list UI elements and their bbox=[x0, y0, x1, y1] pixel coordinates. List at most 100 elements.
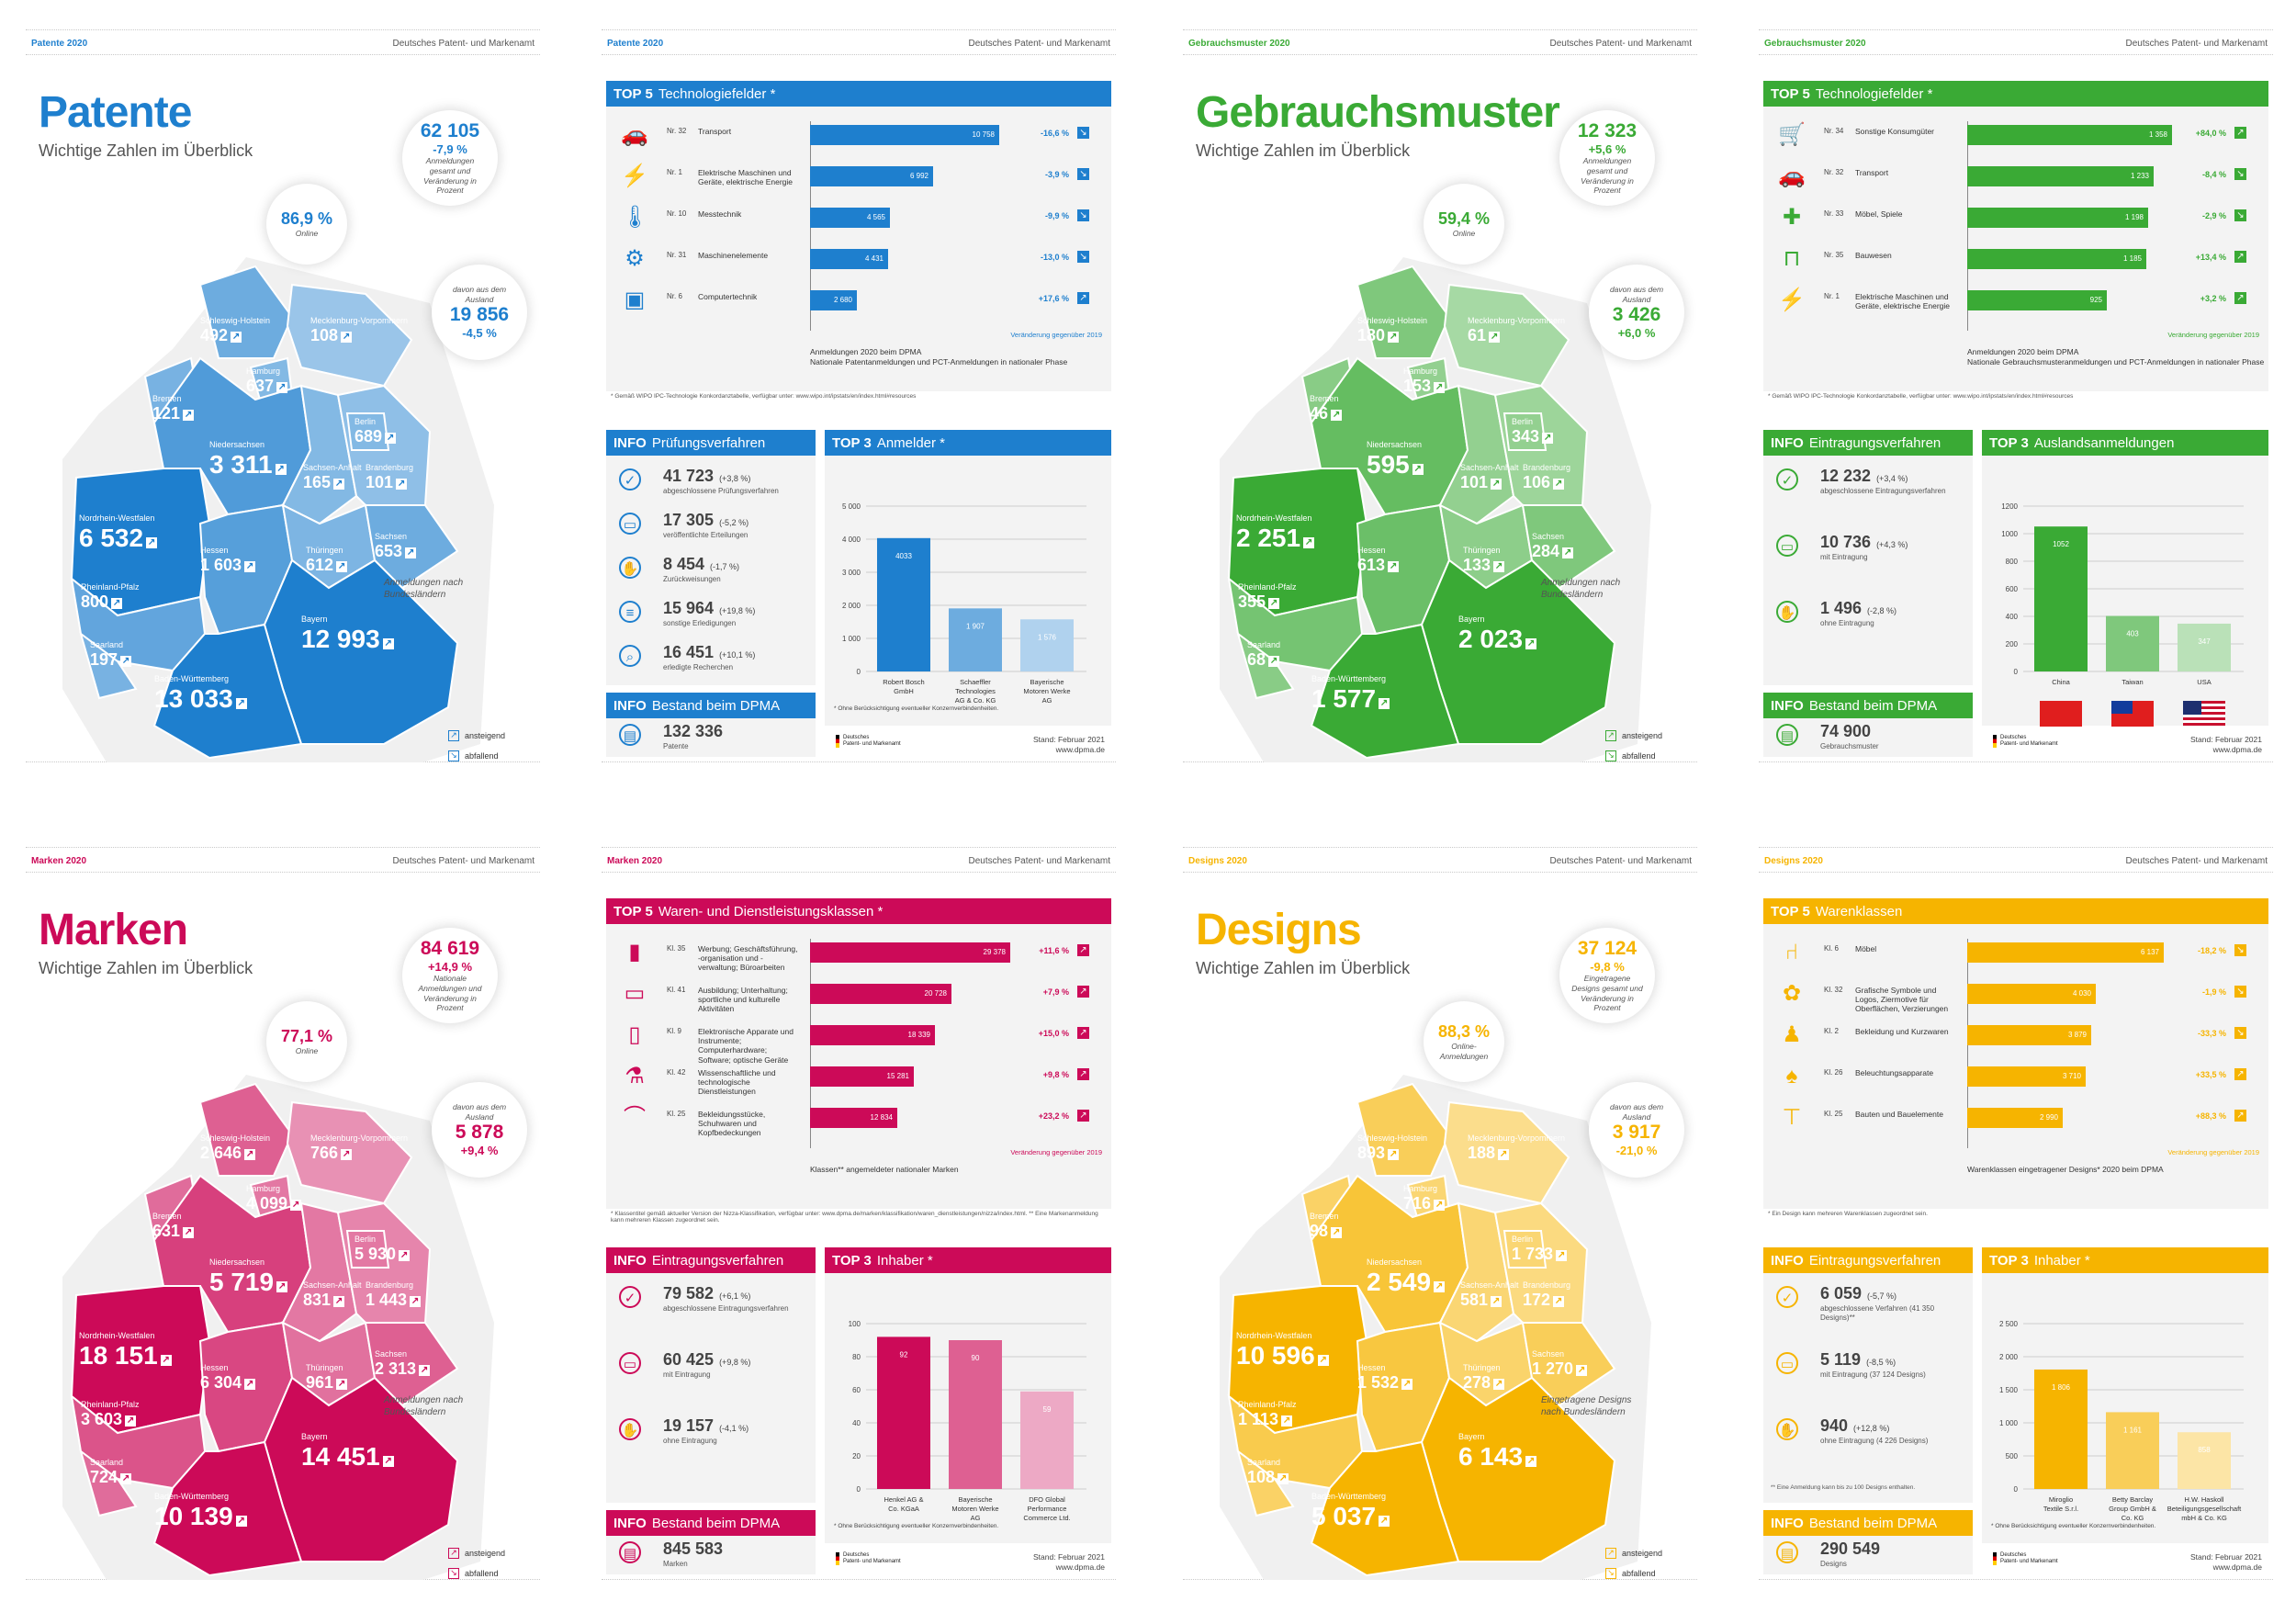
state-he-label[interactable]: Hessen613↗ bbox=[1357, 547, 1399, 575]
trend-legend: ↗ansteigend↘abfallend bbox=[448, 726, 505, 766]
state-be-label[interactable]: Berlin343↗ bbox=[1512, 418, 1553, 446]
trend-arrow-icon: ↗ bbox=[1318, 1355, 1329, 1366]
top3-bar[interactable] bbox=[2106, 616, 2159, 671]
state-mv-label[interactable]: Mecklenburg-Vorpommern108↗ bbox=[310, 317, 408, 345]
state-sh-label[interactable]: Schleswig-Holstein492↗ bbox=[200, 317, 270, 345]
state-sl-label[interactable]: Saarland724↗ bbox=[90, 1459, 131, 1487]
state-sl-label[interactable]: Saarland108↗ bbox=[1247, 1459, 1289, 1487]
state-ni-label[interactable]: Niedersachsen2 549↗ bbox=[1367, 1258, 1445, 1297]
state-sl-label[interactable]: Saarland197↗ bbox=[90, 641, 131, 670]
state-hb-label[interactable]: Bremen98↗ bbox=[1310, 1212, 1342, 1241]
state-be-label[interactable]: Berlin5 930↗ bbox=[355, 1235, 410, 1264]
state-rp-label[interactable]: Rheinland-Pfalz800↗ bbox=[81, 583, 140, 612]
state-rp-label[interactable]: Rheinland-Pfalz355↗ bbox=[1238, 583, 1297, 612]
state-st-label[interactable]: Sachsen-Anhalt831↗ bbox=[303, 1281, 362, 1310]
top3-bar[interactable] bbox=[1020, 619, 1074, 671]
y-tick-label: 3 000 bbox=[842, 569, 861, 577]
state-sn-label[interactable]: Sachsen1 270↗ bbox=[1532, 1350, 1587, 1379]
top3-bar[interactable] bbox=[2178, 624, 2231, 671]
state-bb-label[interactable]: Brandenburg1 443↗ bbox=[366, 1281, 421, 1310]
state-rp-label[interactable]: Rheinland-Pfalz1 113↗ bbox=[1238, 1401, 1297, 1429]
page-header: Patente 2020Deutsches Patent- und Marken… bbox=[602, 29, 1116, 55]
state-be-label[interactable]: Berlin689↗ bbox=[355, 418, 396, 446]
top3-bar-label: 858 bbox=[2198, 1446, 2211, 1454]
state-nw-label[interactable]: Nordrhein-Westfalen6 532↗ bbox=[79, 514, 157, 553]
state-hb-label[interactable]: Bremen121↗ bbox=[152, 395, 194, 423]
dpma-logo: DeutschesPatent- und Markenamt bbox=[836, 1552, 901, 1565]
top3-bar[interactable] bbox=[2106, 1412, 2159, 1489]
top3-bar[interactable] bbox=[949, 1340, 1002, 1489]
state-be-label[interactable]: Berlin1 733↗ bbox=[1512, 1235, 1567, 1264]
state-hb-label[interactable]: Bremen46↗ bbox=[1310, 395, 1342, 423]
stand-url[interactable]: www.dpma.de bbox=[2190, 1562, 2262, 1573]
state-he-label[interactable]: Hessen1 603↗ bbox=[200, 547, 255, 575]
state-st-label[interactable]: Sachsen-Anhalt165↗ bbox=[303, 464, 362, 492]
top3-bar[interactable] bbox=[2178, 1432, 2231, 1489]
state-bw-label[interactable]: Baden-Württemberg1 577↗ bbox=[1311, 675, 1390, 714]
state-sn-label[interactable]: Sachsen2 313↗ bbox=[375, 1350, 430, 1379]
state-bb-label[interactable]: Brandenburg106↗ bbox=[1523, 464, 1570, 492]
top5-rank: Kl. 25 bbox=[1824, 1110, 1842, 1118]
state-hh-label[interactable]: Hamburg637↗ bbox=[246, 367, 287, 396]
state-th-label[interactable]: Thüringen612↗ bbox=[306, 547, 347, 575]
top3-bar[interactable] bbox=[949, 608, 1002, 671]
info-value: 6 059(-5,7 %) bbox=[1820, 1284, 1896, 1303]
state-st-label[interactable]: Sachsen-Anhalt581↗ bbox=[1460, 1281, 1519, 1310]
info-value-number: 16 451 bbox=[663, 643, 714, 661]
online-label: Online bbox=[296, 1046, 319, 1056]
state-th-label[interactable]: Thüringen278↗ bbox=[1463, 1364, 1504, 1393]
state-hh-label[interactable]: Hamburg153↗ bbox=[1403, 367, 1445, 396]
state-bw-label[interactable]: Baden-Württemberg10 139↗ bbox=[154, 1493, 247, 1531]
stand-url[interactable]: www.dpma.de bbox=[2190, 745, 2262, 755]
top3-bar[interactable] bbox=[877, 1336, 930, 1489]
trend-arrow-icon: ↗ bbox=[1277, 1473, 1289, 1484]
state-by-label[interactable]: Bayern14 451↗ bbox=[301, 1433, 394, 1472]
state-by-label[interactable]: Bayern6 143↗ bbox=[1458, 1433, 1536, 1472]
state-bb-label[interactable]: Brandenburg101↗ bbox=[366, 464, 413, 492]
trend-arrow-icon: ↘ bbox=[2234, 168, 2246, 180]
state-th-label[interactable]: Thüringen133↗ bbox=[1463, 547, 1504, 575]
state-bw-label[interactable]: Baden-Württemberg5 037↗ bbox=[1311, 1493, 1390, 1531]
state-sl-label[interactable]: Saarland68↗ bbox=[1247, 641, 1280, 670]
state-sh-label[interactable]: Schleswig-Holstein180↗ bbox=[1357, 317, 1427, 345]
state-mv-label[interactable]: Mecklenburg-Vorpommern766↗ bbox=[310, 1134, 408, 1163]
state-rp-label[interactable]: Rheinland-Pfalz3 603↗ bbox=[81, 1401, 140, 1429]
stand-url[interactable]: www.dpma.de bbox=[1033, 745, 1105, 755]
gebrauch_overview-page: Gebrauchsmuster 2020Deutsches Patent- un… bbox=[1183, 0, 1697, 773]
state-mv-label[interactable]: Mecklenburg-Vorpommern188↗ bbox=[1468, 1134, 1565, 1163]
state-mv-label[interactable]: Mecklenburg-Vorpommern61↗ bbox=[1468, 317, 1565, 345]
total-value: 62 105 bbox=[421, 120, 479, 142]
state-he-label[interactable]: Hessen1 532↗ bbox=[1357, 1364, 1412, 1393]
top5-label: Bekleidung und Kurzwaren bbox=[1855, 1027, 1956, 1036]
state-bb-label[interactable]: Brandenburg172↗ bbox=[1523, 1281, 1570, 1310]
state-by-label[interactable]: Bayern12 993↗ bbox=[301, 615, 394, 654]
state-he-label[interactable]: Hessen6 304↗ bbox=[200, 1364, 255, 1393]
state-ni-label[interactable]: Niedersachsen3 311↗ bbox=[209, 441, 287, 479]
usa-flag bbox=[2183, 701, 2225, 727]
state-by-label[interactable]: Bayern2 023↗ bbox=[1458, 615, 1536, 654]
state-hh-label[interactable]: Hamburg716↗ bbox=[1403, 1185, 1445, 1213]
monitor-icon: ▭ bbox=[619, 1352, 641, 1374]
state-th-label[interactable]: Thüringen961↗ bbox=[306, 1364, 347, 1393]
stand-info: Stand: Februar 2021www.dpma.de bbox=[2190, 1552, 2262, 1573]
state-sn-label[interactable]: Sachsen284↗ bbox=[1532, 533, 1573, 561]
state-sh-label[interactable]: Schleswig-Holstein893↗ bbox=[1357, 1134, 1427, 1163]
state-nw-label[interactable]: Nordrhein-Westfalen18 151↗ bbox=[79, 1332, 172, 1370]
stand-url[interactable]: www.dpma.de bbox=[1033, 1562, 1105, 1573]
state-nw-label[interactable]: Nordrhein-Westfalen10 596↗ bbox=[1236, 1332, 1329, 1370]
state-sn-label[interactable]: Sachsen653↗ bbox=[375, 533, 416, 561]
page-title: Patente bbox=[39, 87, 191, 138]
top5-title: Technologiefelder * bbox=[658, 86, 776, 102]
state-nw-label[interactable]: Nordrhein-Westfalen2 251↗ bbox=[1236, 514, 1314, 553]
state-ni-label[interactable]: Niedersachsen5 719↗ bbox=[209, 1258, 287, 1297]
state-value: 1 443 bbox=[366, 1291, 407, 1309]
top5-row: 🌡Nr. 10Messtechnik4 565-9,9 %↘ bbox=[615, 204, 1093, 241]
state-sh-label[interactable]: Schleswig-Holstein2 646↗ bbox=[200, 1134, 270, 1163]
state-hh-label[interactable]: Hamburg4 099↗ bbox=[246, 1185, 301, 1213]
state-hb-label[interactable]: Bremen631↗ bbox=[152, 1212, 194, 1241]
state-bw-label[interactable]: Baden-Württemberg13 033↗ bbox=[154, 675, 247, 714]
state-ni-label[interactable]: Niedersachsen595↗ bbox=[1367, 441, 1424, 479]
top5-change-note: Veränderung gegenüber 2019 bbox=[2167, 331, 2259, 339]
state-name: Sachsen bbox=[1532, 533, 1573, 542]
state-st-label[interactable]: Sachsen-Anhalt101↗ bbox=[1460, 464, 1519, 492]
